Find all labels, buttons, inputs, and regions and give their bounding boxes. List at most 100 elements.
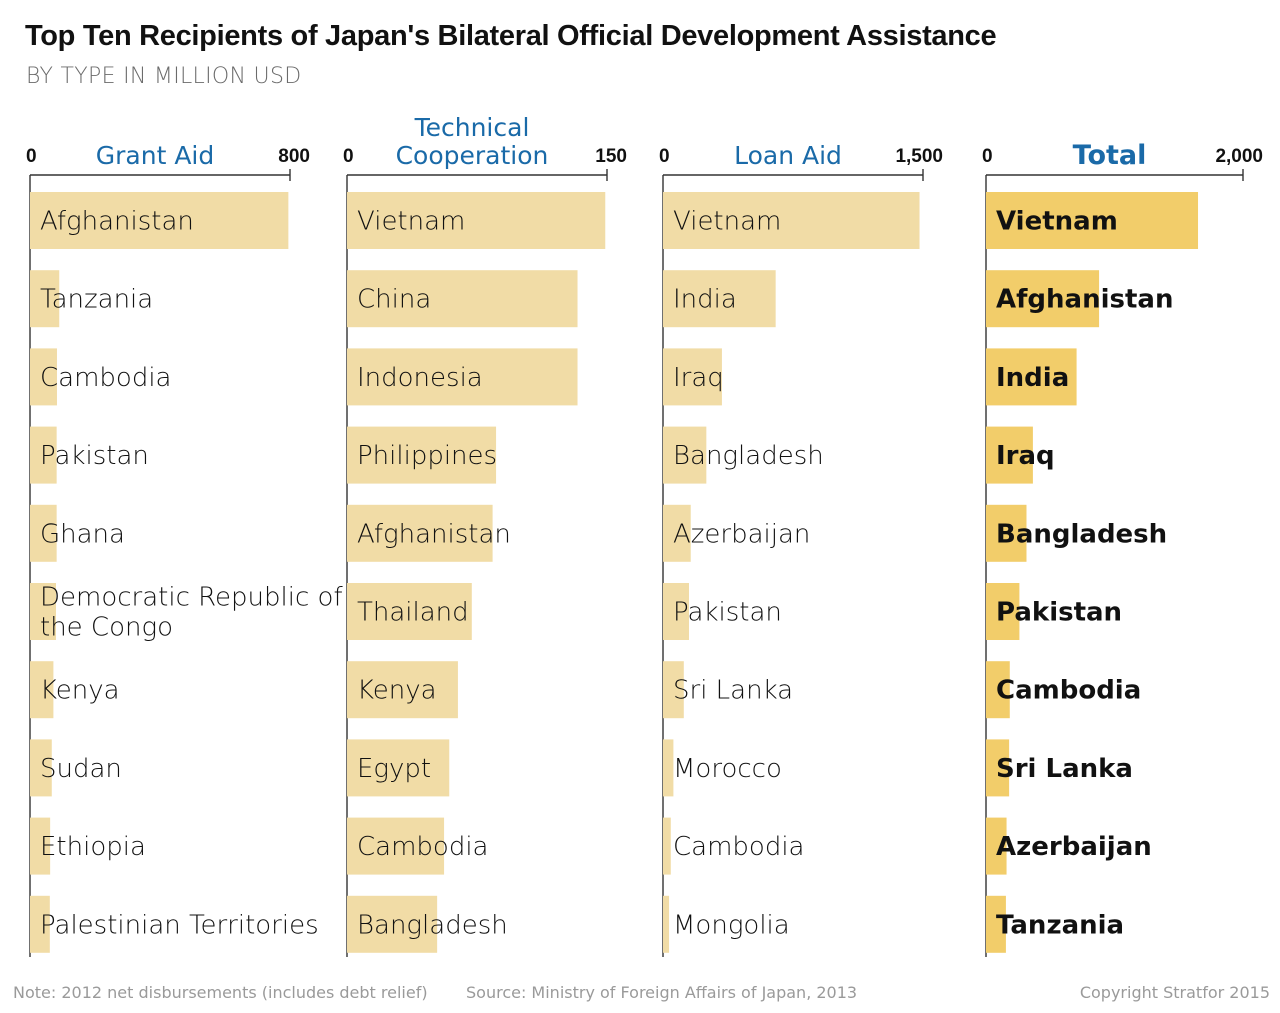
- panel-3-bar-label: Bangladesh: [673, 441, 824, 471]
- panel-3-bar-label: Pakistan: [673, 598, 782, 628]
- panel-1-bar: [30, 661, 54, 719]
- panel-4-bar-label: Pakistan: [996, 598, 1122, 628]
- panel-2-bar: [347, 348, 578, 406]
- panel-3-tick-label-min: 0: [659, 146, 670, 167]
- panel-1-bar-label: the Congo: [40, 613, 173, 643]
- panel-2-tick-label-max: 150: [595, 146, 627, 167]
- panel-1-bar-label: Ethiopia: [40, 832, 146, 862]
- panel-4-bar-label: Afghanistan: [996, 285, 1173, 315]
- panel-3-bar: [663, 270, 776, 328]
- panel-4-bar-label: India: [996, 363, 1069, 393]
- panel-2-bar-label: Indonesia: [357, 363, 483, 393]
- panel-3-bar-label: Mongolia: [673, 910, 790, 940]
- panel-3-bar-label: Cambodia: [673, 832, 805, 862]
- panel-2-title-line: Cooperation: [396, 141, 549, 170]
- panel-3-bar-label: Azerbaijan: [673, 519, 810, 549]
- panel-2-bar: [347, 739, 450, 797]
- panel-4-bar-label: Tanzania: [996, 910, 1124, 940]
- panel-1-bar: [30, 817, 51, 875]
- panel-4-bar: [986, 348, 1077, 406]
- panel-3-bar: [663, 817, 671, 875]
- panel-2-bar-label: Egypt: [357, 754, 431, 784]
- panel-4-bar: [986, 270, 1100, 328]
- panel-1-bar: [30, 426, 57, 484]
- panel-4-bar: [986, 661, 1010, 719]
- panel-2-bar: [347, 504, 493, 562]
- chart-subtitle: BY TYPE IN MILLION USD: [26, 64, 302, 89]
- panel-1-title-line: Grant Aid: [96, 141, 214, 170]
- panel-2-bar-label: Cambodia: [357, 832, 489, 862]
- panel-3-bar: [663, 192, 920, 249]
- panel-1-bar-label: Afghanistan: [40, 207, 194, 237]
- panel-1-bar-label: Kenya: [40, 676, 120, 706]
- panel-4-bar: [986, 504, 1027, 562]
- panel-2-bar-label: Thailand: [357, 598, 469, 628]
- panel-2-bar: [347, 192, 606, 249]
- panel-4-bar-label: Azerbaijan: [996, 832, 1152, 862]
- panel-1-bar-label: Sudan: [40, 754, 122, 784]
- panel-2-bar: [347, 817, 445, 875]
- footer-source: Source: Ministry of Foreign Affairs of J…: [466, 983, 858, 1002]
- panel-3-bar-label: Morocco: [673, 754, 782, 784]
- panel-2-bar: [347, 426, 497, 484]
- panel-3-bar-label: Vietnam: [673, 207, 781, 237]
- panel-2-bar: [347, 661, 458, 719]
- panel-2-title-line: Technical: [414, 113, 530, 142]
- panel-1-tick-label-min: 0: [26, 146, 37, 167]
- panel-4-bar: [986, 895, 1006, 953]
- panel-3-bar: [663, 583, 689, 640]
- panel-4-bar: [986, 426, 1033, 484]
- panel-4-tick-label-min: 0: [982, 146, 993, 167]
- panel-1-bar: [30, 504, 57, 562]
- panel-3-bar: [663, 739, 674, 797]
- panel-3-tick-label-max: 1,500: [895, 146, 943, 167]
- panel-1-bar-label: Palestinian Territories: [40, 910, 319, 940]
- panel-1-tick-label-max: 800: [278, 146, 310, 167]
- panel-2-bar: [347, 583, 472, 640]
- panel-3-bar-label: Iraq: [673, 363, 724, 393]
- panel-2-bar: [347, 270, 578, 328]
- chart-title: Top Ten Recipients of Japan's Bilateral …: [25, 20, 997, 52]
- panel-4-tick-label-max: 2,000: [1215, 146, 1263, 167]
- panel-4-bar-label: Cambodia: [996, 676, 1141, 706]
- panel-2-bar-label: Afghanistan: [357, 519, 511, 549]
- panel-4-title-line: Total: [1073, 140, 1147, 171]
- panel-4-bar-label: Bangladesh: [996, 519, 1167, 549]
- panel-2-bar-label: Philippines: [357, 441, 497, 471]
- panel-3-bar-label: India: [673, 285, 737, 315]
- panel-4-bar: [986, 739, 1010, 797]
- panel-4-bar: [986, 583, 1020, 640]
- panel-4-bar-label: Sri Lanka: [996, 754, 1133, 784]
- panel-2-bar: [347, 895, 438, 953]
- panel-4-bar-label: Vietnam: [996, 207, 1118, 237]
- panel-1-bar-label: Democratic Republic of: [40, 583, 343, 613]
- panel-4-bar: [986, 817, 1007, 875]
- panel-3-bar: [663, 426, 707, 484]
- panel-3-bar: [663, 661, 684, 719]
- panel-1-bar: [30, 895, 50, 953]
- panel-4-bar: [986, 192, 1199, 249]
- panel-1-bar-label: Pakistan: [40, 441, 149, 471]
- panel-3-bar-label: Sri Lanka: [673, 676, 793, 706]
- panel-3-bar: [663, 895, 670, 953]
- panel-3-title-line: Loan Aid: [734, 141, 842, 170]
- panel-1-bar-label: Cambodia: [40, 363, 172, 393]
- footer-copyright: Copyright Stratfor 2015: [1079, 983, 1270, 1002]
- panel-2-bar-label: Bangladesh: [357, 910, 508, 940]
- panel-2-bar-label: Vietnam: [357, 207, 465, 237]
- panel-4-bar-label: Iraq: [996, 441, 1055, 471]
- panel-1-bar: [30, 270, 60, 328]
- panel-1-bar: [30, 739, 52, 797]
- panel-1-bar: [30, 348, 57, 406]
- panel-1-bar: [30, 192, 289, 249]
- panel-1-bar: [30, 583, 56, 640]
- panel-3-bar: [663, 504, 691, 562]
- panel-3-bar: [663, 348, 722, 406]
- panel-2-bar-label: Kenya: [357, 676, 437, 706]
- panel-1-bar-label: Tanzania: [40, 285, 153, 315]
- panel-2-bar-label: China: [357, 285, 431, 315]
- panel-1-bar-label: Ghana: [40, 519, 125, 549]
- panel-2-tick-label-min: 0: [343, 146, 354, 167]
- footer-note: Note: 2012 net disbursements (includes d…: [13, 983, 428, 1002]
